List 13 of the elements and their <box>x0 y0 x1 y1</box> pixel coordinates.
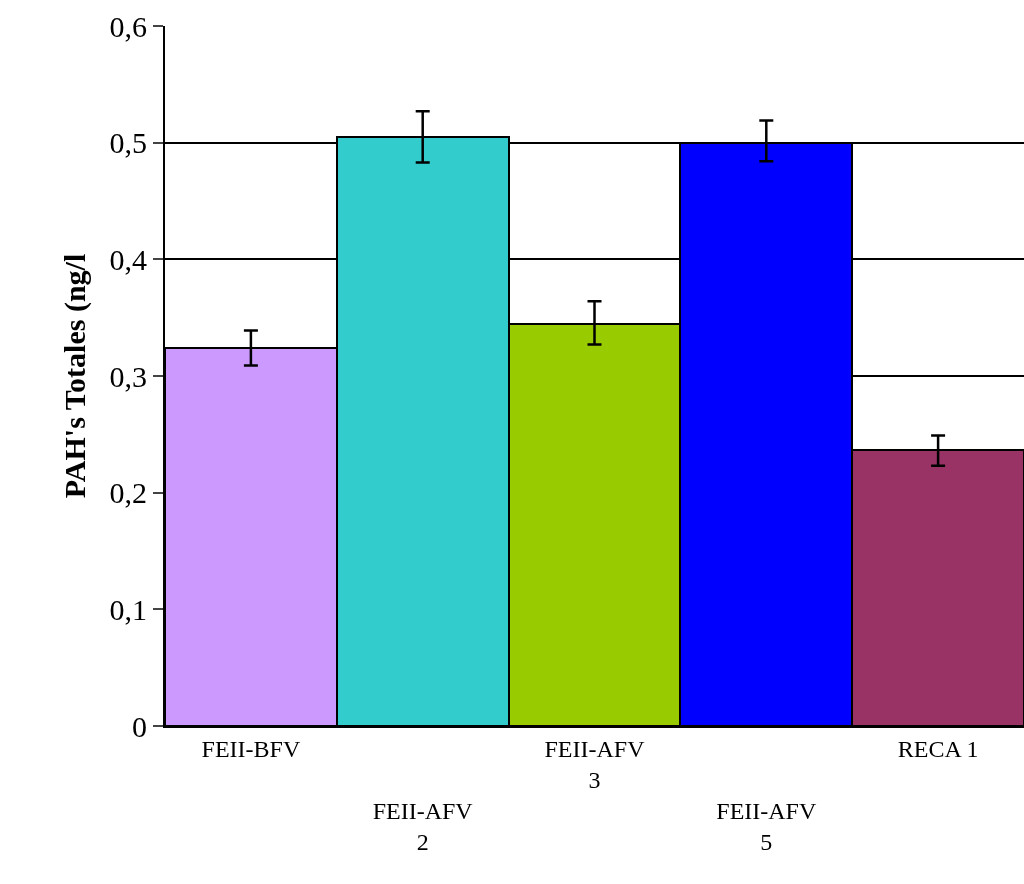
y-axis-title: PAH's Totales (ng/l <box>58 253 92 499</box>
y-tick-label: 0,3 <box>109 359 147 393</box>
y-tick-label: 0 <box>132 709 147 743</box>
x-tick-label: FEII-AFV 3 <box>544 735 646 793</box>
y-tick-label: 0,4 <box>109 242 147 276</box>
x-tick-label: RECA 1 <box>897 735 979 762</box>
y-tick-label: 0,6 <box>109 9 147 43</box>
x-tick-label: FEII-AFV 5 <box>716 798 817 856</box>
x-tick-label: FEII-BFV <box>201 735 301 762</box>
y-tick-label: 0,5 <box>109 126 147 160</box>
y-tick-label: 0,1 <box>109 592 147 626</box>
x-tick-label: FEII-AFV 2 <box>372 798 474 856</box>
y-tick-label: 0,2 <box>109 476 147 510</box>
